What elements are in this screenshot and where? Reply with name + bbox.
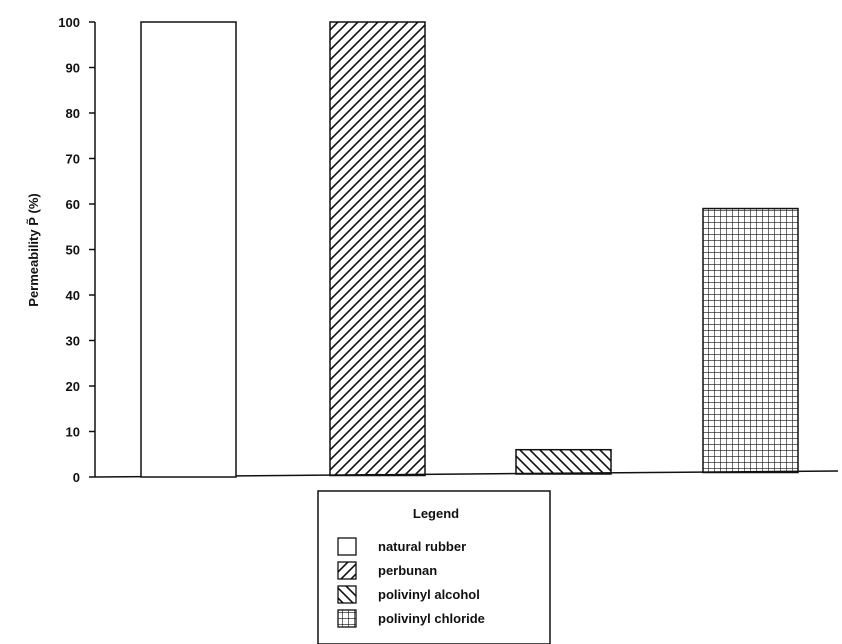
legend-label: polivinyl alcohol: [378, 587, 480, 602]
y-tick-label: 70: [66, 152, 80, 167]
legend-swatch: [337, 609, 357, 628]
y-axis-label: Permeability P̃ (%): [26, 193, 41, 306]
legend-swatch: [337, 585, 357, 604]
bar-polivinyl-alcohol: [515, 448, 612, 475]
legend-items: natural rubber perbunan polivinyl alcohol p…: [337, 537, 485, 628]
y-tick-label: 40: [66, 288, 80, 303]
bar-perbunan: [329, 21, 426, 477]
y-tick-label: 30: [66, 334, 80, 349]
y-tick-label: 0: [73, 470, 80, 485]
legend-swatch: [337, 561, 357, 580]
y-tick-label: 10: [66, 425, 80, 440]
y-tick-label: 50: [66, 243, 80, 258]
legend-label: natural rubber: [378, 539, 466, 554]
legend-label: perbunan: [378, 563, 437, 578]
bar-polivinyl-chloride: [702, 207, 799, 474]
legend: Legend natural rubber perbunan polivinyl a…: [317, 490, 551, 644]
y-tick-label: 90: [66, 61, 80, 76]
y-axis-ticks: 0 10 20 30 40 50 60 70 80 90 100: [58, 15, 95, 485]
bar-natural-rubber: [140, 21, 237, 478]
legend-title: Legend: [413, 506, 459, 521]
legend-box: [317, 490, 551, 644]
legend-label: polivinyl chloride: [378, 611, 485, 626]
legend-swatch: [337, 537, 357, 556]
y-tick-label: 80: [66, 106, 80, 121]
y-tick-label: 100: [58, 15, 80, 30]
y-tick-label: 60: [66, 197, 80, 212]
bars: [140, 21, 799, 478]
y-tick-label: 20: [66, 379, 80, 394]
